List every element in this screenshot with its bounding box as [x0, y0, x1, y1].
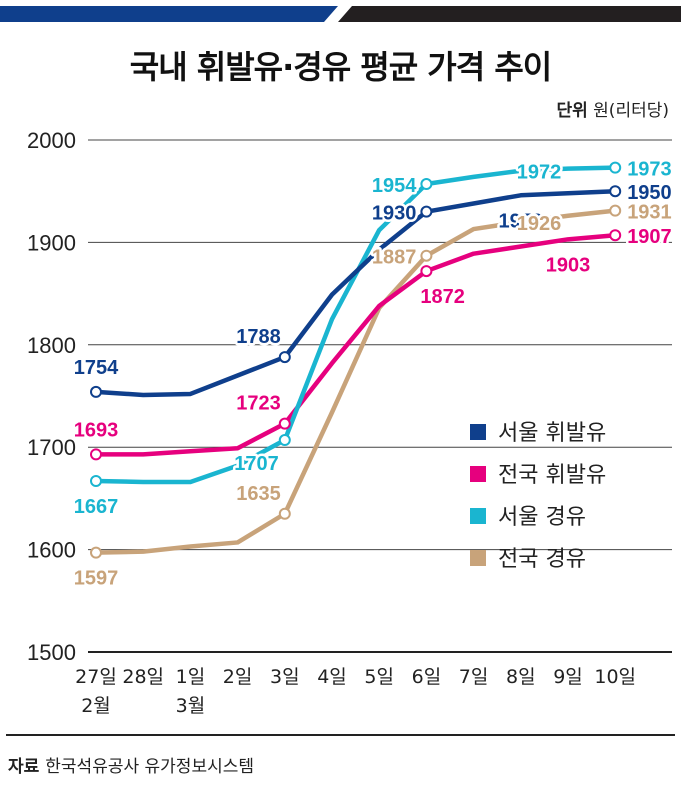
source-divider [6, 734, 675, 736]
data-label: 1972 [517, 162, 562, 184]
x-tick-label: 6일 [412, 666, 442, 688]
data-point-marker [278, 507, 291, 520]
data-label: 1693 [74, 419, 119, 441]
legend-label: 서울 휘발유 [498, 421, 606, 446]
data-point-marker [90, 546, 102, 559]
x-tick-label: 10일 [594, 666, 636, 688]
data-label-halo: 1887 [372, 247, 417, 269]
data-label: 1907 [627, 226, 672, 248]
y-tick-label: 1800 [27, 333, 76, 358]
data-label-halo: 1954 [372, 175, 417, 197]
x-tick-label: 8일 [506, 666, 536, 688]
header-bar-black [338, 6, 681, 22]
legend-swatch [470, 550, 486, 566]
data-label-halo: 1872 [420, 286, 465, 308]
x-tick-label: 2일 [223, 666, 253, 688]
y-tick-label: 1500 [27, 640, 76, 665]
data-point-marker [90, 385, 102, 398]
data-point-marker [420, 265, 433, 278]
series-line [93, 232, 618, 457]
y-tick-label: 1900 [27, 230, 76, 255]
data-label: 1950 [627, 182, 672, 204]
data-label: 1667 [74, 496, 119, 518]
data-point-marker [609, 185, 622, 198]
data-label-halo: 1973 [627, 159, 672, 181]
data-label-halo: 1707 [234, 453, 279, 475]
line-chart: 1500 1600 1700 1800 1900 2000 27일 28일 1일 2일 3일 4일 5일… [27, 128, 672, 717]
legend-label: 서울 경유 [498, 505, 586, 530]
data-label: 1887 [372, 247, 417, 269]
x-month-label: 2월 [81, 695, 111, 717]
source-note: 자료 한국석유공사 유가정보시스템 [8, 752, 254, 777]
data-label-halo: 1788 [236, 326, 281, 348]
x-tick-label: 5일 [364, 666, 394, 688]
legend-swatch [470, 466, 486, 482]
x-tick-label: 7일 [459, 666, 489, 688]
data-point-marker [420, 249, 433, 262]
x-month-label: 3월 [176, 695, 206, 717]
data-point-marker [90, 474, 102, 487]
header-bar-blue [0, 6, 338, 22]
data-label: 1707 [234, 453, 279, 475]
data-label-halo: 1635 [236, 483, 281, 505]
series-line [93, 208, 618, 555]
data-label-halo: 1931 [627, 202, 672, 224]
data-label: 1950 [499, 210, 544, 232]
data-label: 1903 [546, 254, 591, 276]
data-point-marker [278, 434, 291, 447]
chart-title: 국내 휘발유·경유 평균 가격 추이 [129, 48, 552, 86]
data-label: 1926 [517, 213, 562, 235]
x-tick-label: 9일 [553, 666, 583, 688]
unit-value: 원(리터당) [593, 101, 669, 121]
x-tick-label: 28일 [122, 666, 164, 688]
data-label-halo: 1950 [499, 210, 544, 232]
y-tick-label: 2000 [27, 128, 76, 153]
data-label-halo: 1903 [546, 254, 591, 276]
y-tick-label: 1600 [27, 538, 76, 563]
x-tick-label: 1일 [176, 666, 206, 688]
data-point-marker [90, 448, 102, 461]
x-tick-label: 3일 [270, 666, 300, 688]
data-label: 1754 [74, 357, 119, 379]
data-label-halo: 1693 [74, 419, 119, 441]
data-label-halo: 1754 [74, 357, 119, 379]
data-label: 1597 [74, 568, 119, 590]
data-label: 1635 [236, 483, 281, 505]
data-point-marker [278, 417, 291, 430]
data-label-halo: 1667 [74, 496, 119, 518]
data-label: 1930 [372, 203, 417, 225]
data-label-halo: 1907 [627, 226, 672, 248]
data-point-marker [278, 351, 291, 364]
data-label: 1723 [236, 393, 281, 415]
x-tick-label: 4일 [317, 666, 347, 688]
data-label: 1872 [420, 286, 465, 308]
source-text: 한국석유공사 유가정보시스템 [45, 757, 255, 777]
data-point-marker [609, 161, 622, 174]
data-label: 1788 [236, 326, 281, 348]
data-label-halo: 1930 [372, 203, 417, 225]
data-point-marker [609, 204, 622, 217]
data-point-marker [609, 229, 622, 242]
data-label-halo: 1950 [627, 182, 672, 204]
data-point-marker [420, 205, 433, 218]
data-label: 1954 [372, 175, 417, 197]
legend-label: 전국 휘발유 [498, 463, 606, 488]
unit-key: 단위 [556, 101, 588, 121]
source-label: 자료 [8, 757, 40, 777]
x-tick-label: 27일 [75, 666, 117, 688]
data-label-halo: 1723 [236, 393, 281, 415]
data-label: 1973 [627, 159, 672, 181]
legend-swatch [470, 424, 486, 440]
data-label-halo: 1926 [517, 213, 562, 235]
data-label-halo: 1597 [74, 568, 119, 590]
unit-label: 단위 원(리터당) [556, 96, 669, 121]
series-line [93, 188, 618, 398]
data-point-marker [420, 178, 433, 191]
data-label-halo: 1972 [517, 162, 562, 184]
y-tick-label: 1700 [27, 435, 76, 460]
legend-swatch [470, 508, 486, 524]
data-label: 1931 [627, 202, 672, 224]
legend-label: 전국 경유 [498, 547, 586, 572]
